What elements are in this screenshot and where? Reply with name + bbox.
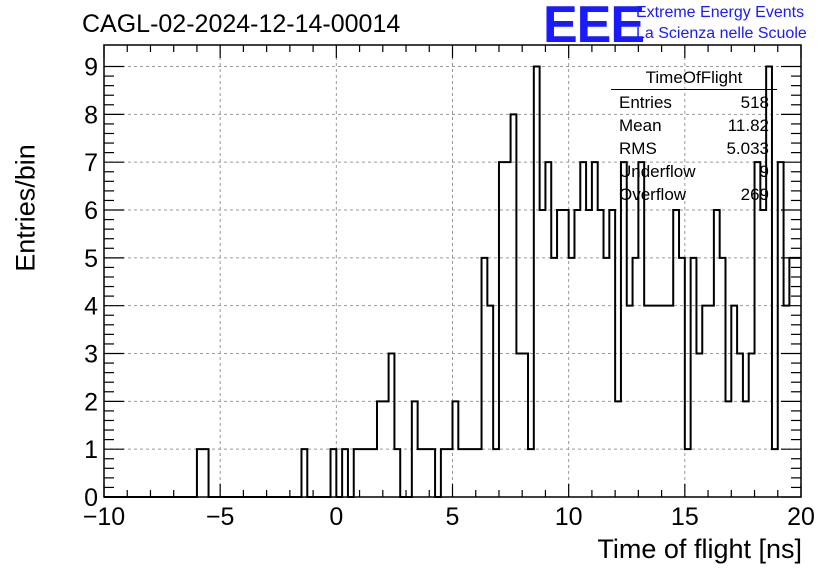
stats-label: Underflow xyxy=(619,162,696,181)
y-tick-label: 2 xyxy=(84,388,98,416)
stats-row-underflow: Underflow 9 xyxy=(619,162,769,184)
stats-label: Entries xyxy=(619,93,672,112)
x-tick-label: −5 xyxy=(206,503,235,531)
stats-row-entries: Entries 518 xyxy=(619,93,769,115)
axis-ticks xyxy=(103,45,802,498)
x-tick-label: 20 xyxy=(787,503,815,531)
stats-box: TimeOfFlight Entries 518 Mean 11.82 RMS … xyxy=(611,66,777,206)
stats-value: 5.033 xyxy=(726,139,769,158)
stats-value: 11.82 xyxy=(727,116,769,135)
axis-tick-labels: −10 −5 0 5 10 15 20 0 1 2 3 4 5 6 7 8 9 xyxy=(83,54,815,531)
x-axis-title: Time of flight [ns] xyxy=(597,534,802,564)
y-tick-label: 6 xyxy=(84,197,98,225)
stats-row-rms: RMS 5.033 xyxy=(619,139,769,161)
stats-value: 9 xyxy=(759,162,769,181)
y-tick-label: 7 xyxy=(84,149,98,177)
stats-divider xyxy=(611,89,777,90)
y-tick-label: 8 xyxy=(84,101,98,129)
y-tick-label: 9 xyxy=(84,54,98,82)
y-axis-title: Entries/bin xyxy=(10,144,41,272)
chart-title: CAGL-02-2024-12-14-00014 xyxy=(82,10,401,38)
stats-label: Overflow xyxy=(619,185,687,204)
brand-line-2: La Scienza nelle Scuole xyxy=(636,25,807,42)
x-tick-label: 0 xyxy=(329,503,343,531)
y-axis-title-wrap: Entries/bin xyxy=(8,108,44,308)
y-tick-label: 5 xyxy=(84,245,98,273)
stats-row-overflow: Overflow 269 xyxy=(619,185,769,207)
x-tick-label: −10 xyxy=(83,503,125,531)
stats-label: Mean xyxy=(619,116,662,135)
stats-value: 269 xyxy=(740,185,769,204)
y-tick-label: 1 xyxy=(84,436,98,464)
stats-row-mean: Mean 11.82 xyxy=(619,116,769,138)
x-tick-label: 10 xyxy=(555,503,583,531)
y-tick-label: 4 xyxy=(84,293,98,321)
x-tick-label: 5 xyxy=(446,503,460,531)
stats-label: RMS xyxy=(619,139,657,158)
stats-value: 518 xyxy=(740,93,769,112)
stats-title: TimeOfFlight xyxy=(645,68,743,87)
x-tick-label: 15 xyxy=(671,503,699,531)
eee-logo: EEE xyxy=(543,0,645,54)
y-tick-label: 0 xyxy=(84,484,98,512)
y-tick-label: 3 xyxy=(84,341,98,369)
brand-line-1: Extreme Energy Events xyxy=(636,4,805,21)
